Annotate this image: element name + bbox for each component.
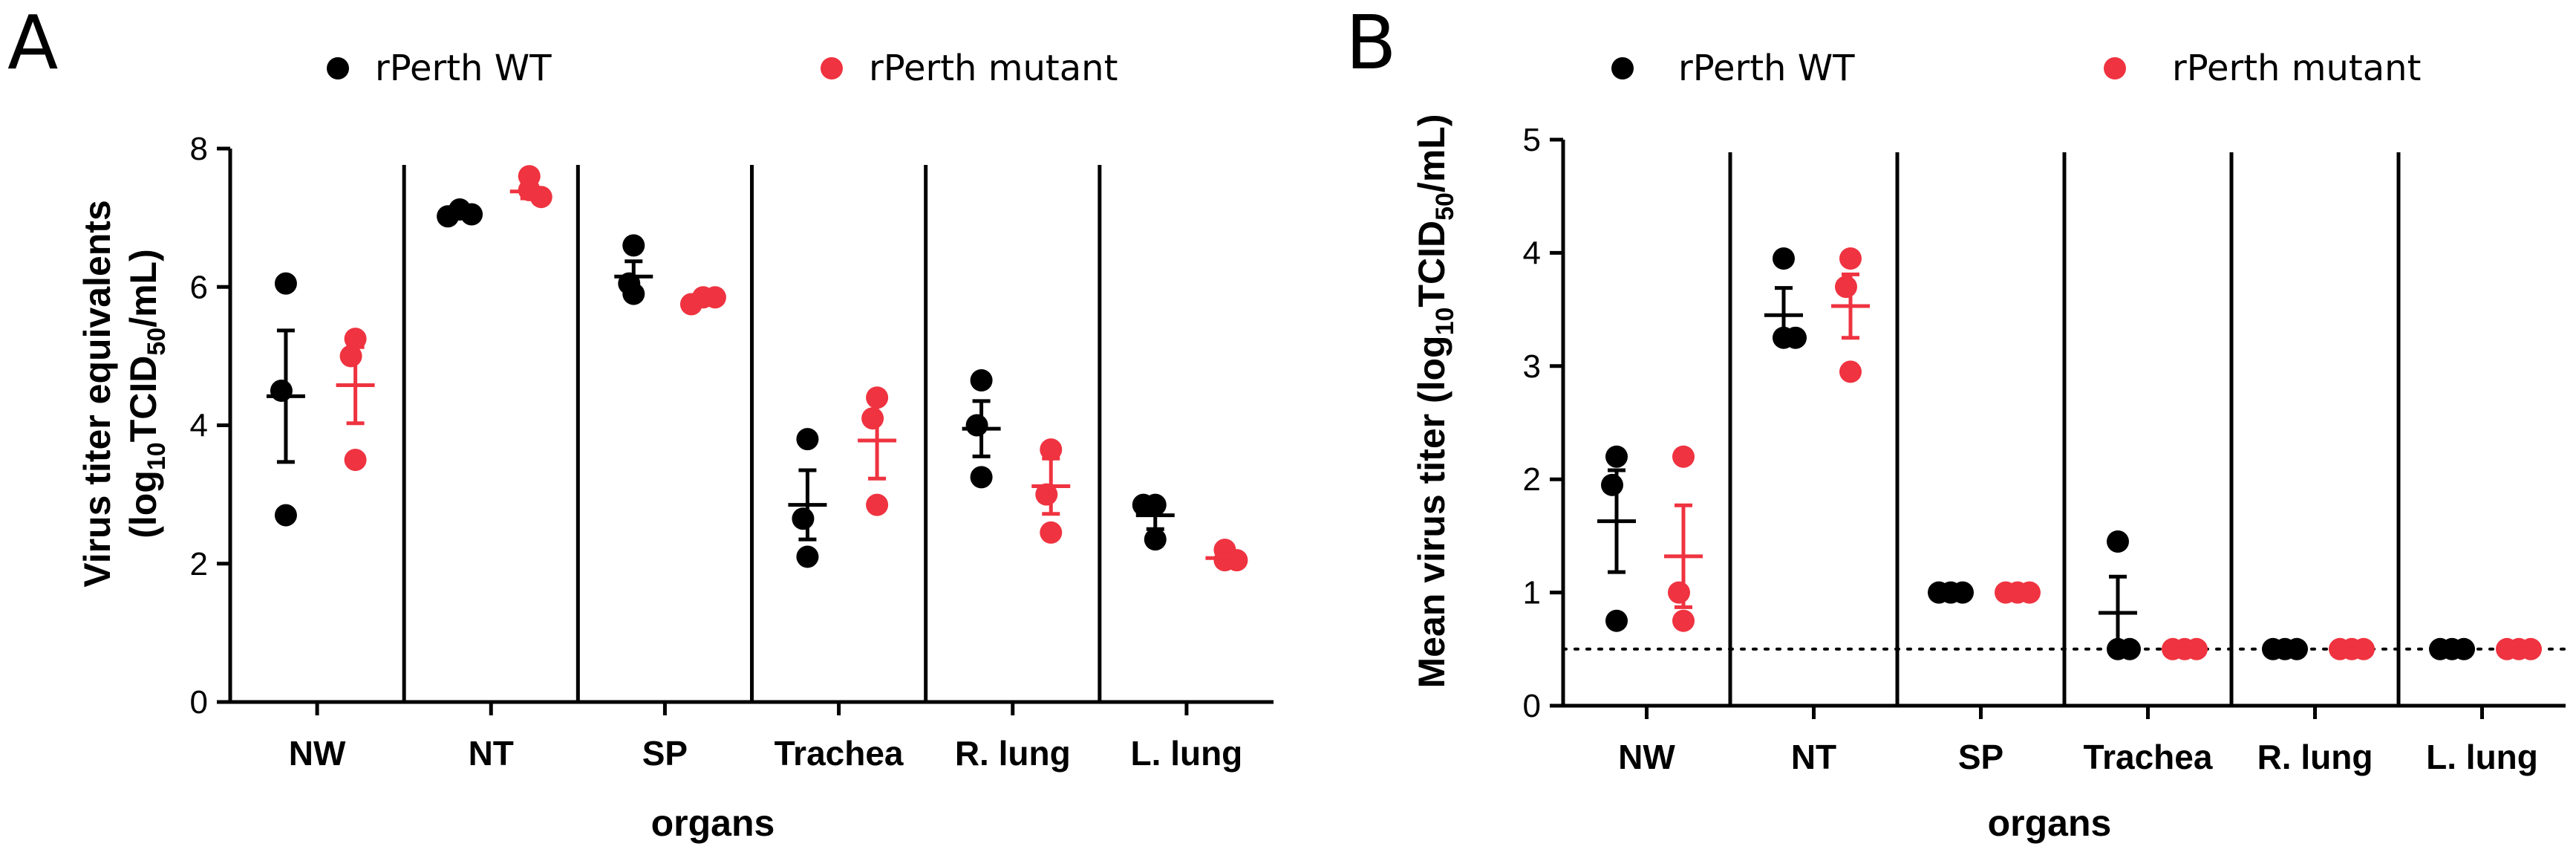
y-tick-label: 0 <box>190 684 208 721</box>
y-axis-title-a-line2: (log10TCID50/mL) <box>123 249 171 539</box>
data-point <box>270 379 293 402</box>
y-tick-label: 4 <box>190 408 208 444</box>
y-tick-label: 3 <box>1523 348 1541 385</box>
x-tick-label: NW <box>289 734 346 773</box>
x-tick-label: Trachea <box>775 734 904 773</box>
y-tick-label: 8 <box>190 131 208 167</box>
plot-area-a: 0 2 4 6 8 NW NT SP Trachea R. lung L. lung <box>190 131 1274 773</box>
legend-mutant-label: rPerth mutant <box>869 48 1118 89</box>
x-tick-label: Trachea <box>2084 738 2213 776</box>
data-point <box>274 272 297 295</box>
legend-mutant-label: rPerth mutant <box>2172 48 2421 89</box>
y-tick-label: 2 <box>1523 461 1541 498</box>
data-point <box>861 407 884 430</box>
data-point <box>344 449 367 472</box>
y-tick-label: 4 <box>1523 235 1541 271</box>
data-point <box>1605 609 1628 632</box>
data-point <box>796 545 819 568</box>
x-tick-label: R. lung <box>955 734 1071 773</box>
x-axis-title-b: organs <box>1988 802 2112 844</box>
legend-wt-label: rPerth WT <box>1678 48 1855 89</box>
data-point <box>2107 530 2129 553</box>
x-tick-label: NT <box>1791 738 1836 776</box>
data-point <box>622 282 645 305</box>
x-tick-label: SP <box>1958 738 2003 776</box>
panel-a: A rPerth WT rPerth mutant 0 2 4 6 8 NW NT SP Tra… <box>7 0 1274 844</box>
data-point <box>1605 445 1628 468</box>
data-point <box>1839 360 1862 383</box>
data-point <box>1601 473 1623 496</box>
legend-wt-marker <box>327 57 349 79</box>
data-point <box>1672 609 1695 632</box>
data-point <box>1040 438 1063 461</box>
data-point <box>622 234 645 257</box>
data-point <box>965 414 988 437</box>
data-point <box>1784 326 1807 349</box>
x-tick-label: NW <box>1618 738 1675 776</box>
panel-b: B rPerth WT rPerth mutant 0 1 2 3 4 5 NW NT SP Tr… <box>1346 0 2567 844</box>
y-tick-label: 0 <box>1523 688 1541 724</box>
data-point <box>1144 528 1167 551</box>
data-point <box>796 428 819 451</box>
plot-area-b: 0 1 2 3 4 5 NW NT SP Trachea R. lung L. lung <box>1523 122 2567 776</box>
x-tick-label: L. lung <box>1131 734 1243 773</box>
data-point <box>1839 247 1862 270</box>
legend-wt-label: rPerth WT <box>375 48 552 89</box>
data-point <box>2119 637 2141 660</box>
x-tick-label: NT <box>469 734 514 773</box>
y-axis-title-b: Mean virus titer (log10TCID50/mL) <box>1411 114 1459 689</box>
data-point <box>866 493 889 516</box>
y-tick-label: 2 <box>190 546 208 582</box>
data-point <box>1668 581 1690 604</box>
panel-letter-b: B <box>1346 0 1397 86</box>
legend-wt-marker <box>1611 57 1634 79</box>
data-point <box>1835 276 1857 299</box>
data-point <box>1773 247 1795 270</box>
legend-mutant-marker <box>821 57 843 79</box>
y-tick-label: 1 <box>1523 575 1541 611</box>
data-point <box>970 466 993 489</box>
y-tick-label: 5 <box>1523 122 1541 158</box>
x-axis-title-a: organs <box>651 802 775 844</box>
data-point <box>274 504 297 527</box>
data-point <box>1672 445 1695 468</box>
legend-mutant-marker <box>2104 57 2126 79</box>
data-point <box>792 507 815 530</box>
y-axis-title-a-line1: Virus titer equivalents <box>76 200 118 587</box>
data-point <box>970 368 993 391</box>
x-tick-label: SP <box>642 734 688 773</box>
x-tick-label: L. lung <box>2426 738 2538 776</box>
panel-letter-a: A <box>7 0 58 86</box>
data-point <box>1040 521 1063 544</box>
y-tick-label: 6 <box>190 269 208 305</box>
x-tick-label: R. lung <box>2257 738 2373 776</box>
data-point <box>344 328 367 351</box>
